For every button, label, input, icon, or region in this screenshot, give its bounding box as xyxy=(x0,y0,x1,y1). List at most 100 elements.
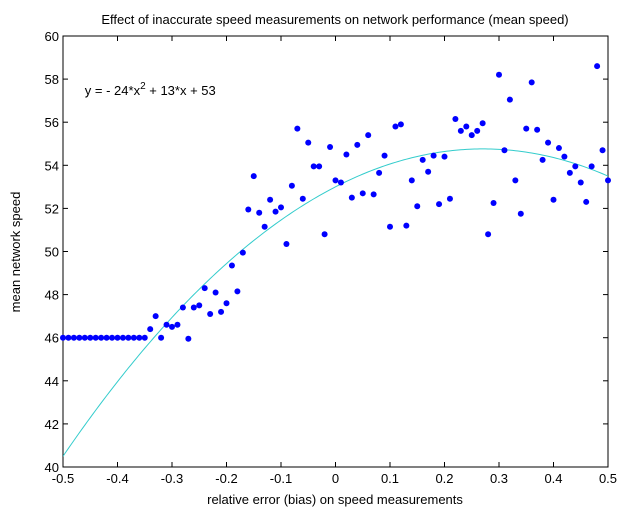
data-point xyxy=(512,177,519,184)
data-point xyxy=(76,334,83,341)
data-point xyxy=(419,156,426,163)
data-point xyxy=(267,196,274,203)
data-point xyxy=(119,334,126,341)
data-point xyxy=(359,190,366,197)
data-point xyxy=(436,201,443,208)
x-tick-label: -0.3 xyxy=(161,471,183,486)
data-point xyxy=(539,156,546,163)
data-point xyxy=(370,191,377,198)
y-tick-label: 40 xyxy=(45,460,59,475)
data-point xyxy=(234,288,241,295)
data-point xyxy=(256,209,263,216)
data-point xyxy=(534,126,541,133)
y-tick-label: 42 xyxy=(45,417,59,432)
data-point xyxy=(496,71,502,78)
y-tick-label: 54 xyxy=(45,158,59,173)
data-point xyxy=(179,304,186,311)
data-point xyxy=(250,173,257,180)
y-tick-label: 48 xyxy=(45,288,59,303)
equation-prefix: y = - 24*x xyxy=(85,83,141,98)
data-point xyxy=(425,168,432,175)
data-point xyxy=(408,177,415,184)
data-point xyxy=(87,334,94,341)
data-point xyxy=(474,127,481,134)
data-point xyxy=(169,323,175,330)
data-point xyxy=(201,285,208,292)
y-axis: 40 42 44 46 48 50 52 54 56 58 60 xyxy=(45,29,608,475)
data-point xyxy=(463,123,470,130)
data-point xyxy=(446,195,453,202)
x-tick-label: 0.3 xyxy=(490,471,508,486)
data-point xyxy=(272,208,279,215)
data-point xyxy=(430,152,437,159)
y-tick-label: 58 xyxy=(45,72,59,87)
data-point xyxy=(261,223,268,230)
data-point xyxy=(479,120,486,127)
data-point xyxy=(103,334,110,341)
data-point xyxy=(305,139,312,146)
data-point xyxy=(174,321,181,328)
data-point xyxy=(185,335,192,342)
data-point xyxy=(283,240,290,247)
data-point xyxy=(506,96,513,103)
data-point xyxy=(196,302,203,309)
data-point xyxy=(60,334,66,341)
data-point xyxy=(141,334,148,341)
data-point xyxy=(109,334,116,341)
data-point xyxy=(294,125,301,132)
data-point xyxy=(397,121,404,128)
data-point xyxy=(561,153,568,160)
x-tick-label: -0.4 xyxy=(106,471,128,486)
equation-exponent: 2 xyxy=(140,81,146,92)
data-point xyxy=(212,289,219,296)
x-tick-label: 0.2 xyxy=(435,471,453,486)
data-point xyxy=(376,169,383,176)
data-point xyxy=(207,310,214,317)
x-tick-label: 0.4 xyxy=(544,471,562,486)
data-point xyxy=(190,304,197,311)
x-tick-label: 0.1 xyxy=(381,471,399,486)
data-point xyxy=(327,143,334,150)
data-point xyxy=(485,231,492,238)
data-point xyxy=(278,204,284,211)
data-point xyxy=(337,179,344,186)
data-point xyxy=(441,153,448,160)
y-tick-label: 50 xyxy=(45,245,59,260)
plot-area xyxy=(62,35,609,468)
data-point xyxy=(457,127,464,134)
data-point xyxy=(299,195,306,202)
data-point xyxy=(136,334,143,341)
data-point xyxy=(70,334,77,341)
fit-equation-annotation: y = - 24*x2 + 13*x + 53 xyxy=(85,81,216,98)
data-point xyxy=(545,139,552,146)
x-tick-label: -0.1 xyxy=(270,471,292,486)
x-tick-label: -0.5 xyxy=(52,471,74,486)
data-point xyxy=(403,222,410,229)
data-point xyxy=(577,179,584,186)
data-point xyxy=(92,334,99,341)
data-point xyxy=(65,334,72,341)
data-point xyxy=(594,63,601,70)
y-tick-label: 46 xyxy=(45,331,59,346)
data-point xyxy=(354,141,361,148)
y-tick-label: 60 xyxy=(45,29,59,44)
data-point xyxy=(321,231,328,238)
data-point xyxy=(387,223,393,230)
data-point xyxy=(468,132,475,139)
data-point xyxy=(572,163,579,170)
data-point xyxy=(163,321,170,328)
data-point xyxy=(245,206,252,213)
y-tick-label: 52 xyxy=(45,201,59,216)
data-point xyxy=(501,147,508,154)
data-point xyxy=(152,313,159,320)
data-point xyxy=(566,169,573,176)
data-point xyxy=(599,147,606,154)
data-point xyxy=(98,334,105,341)
data-point xyxy=(130,334,137,341)
data-point xyxy=(381,152,388,159)
x-tick-label: 0 xyxy=(332,471,339,486)
data-points xyxy=(60,63,611,342)
data-point xyxy=(239,249,246,256)
data-point xyxy=(147,326,154,333)
